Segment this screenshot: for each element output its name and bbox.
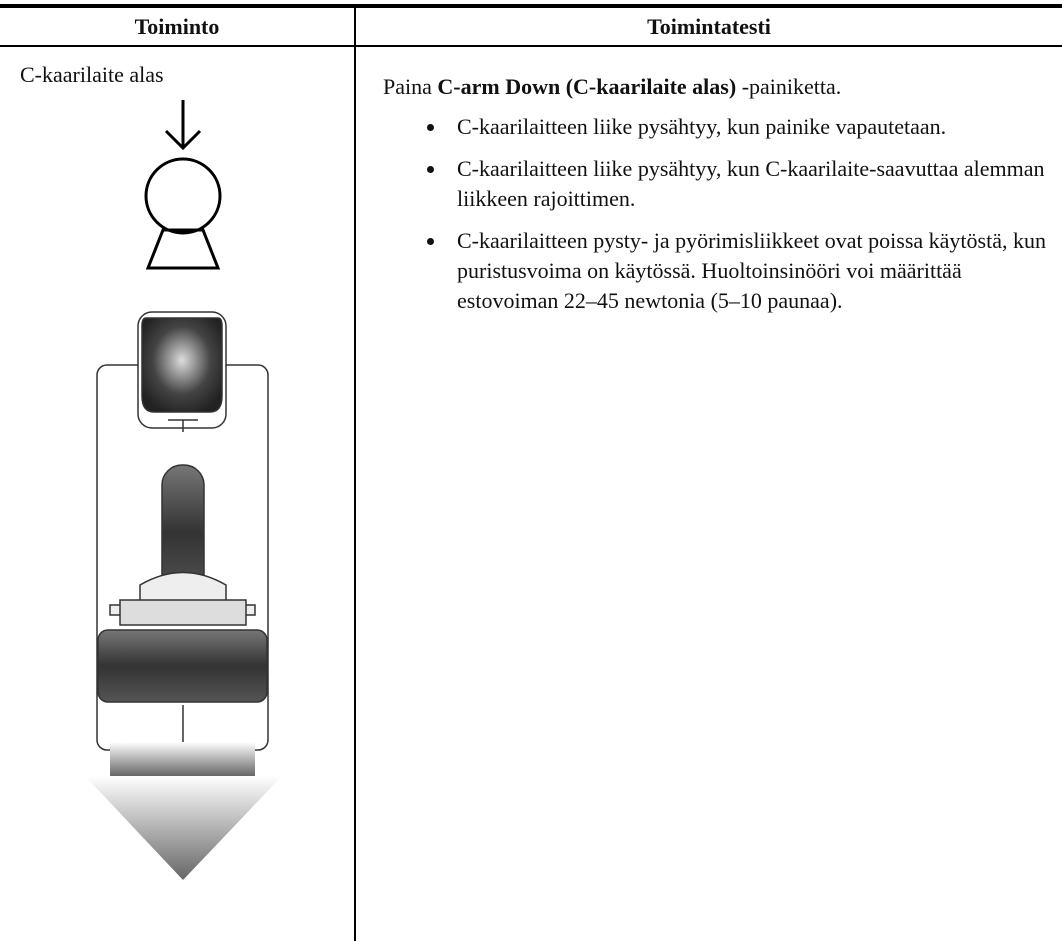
header-cell: Toiminto: [134, 14, 220, 39]
bullet: C-kaarilaitteen liike pysähtyy, kun C-ka…: [447, 154, 1048, 214]
column-divider: [354, 8, 356, 941]
text: -painiketta.: [736, 74, 842, 99]
function-name: C-kaarilaite alas: [20, 62, 164, 87]
text: Paina: [383, 74, 438, 99]
button-name: C-arm Down (C-kaarilaite alas): [437, 74, 737, 99]
header-rule: [0, 45, 1062, 47]
header-cell: Toimintatesti: [647, 14, 771, 39]
bullet: C-kaarilaitteen liike pysähtyy, kun pain…: [447, 112, 1048, 142]
bullet-list: C-kaarilaitteen liike pysähtyy, kun pain…: [383, 112, 1048, 316]
illustration: [85, 100, 282, 880]
test-cell: Paina C-arm Down (C-kaarilaite alas) -pa…: [383, 72, 1048, 328]
top-rule: [0, 4, 1062, 8]
intro: Paina C-arm Down (C-kaarilaite alas) -pa…: [383, 72, 1048, 102]
bullet: C-kaarilaitteen pysty- ja pyörimisliikke…: [447, 226, 1048, 316]
